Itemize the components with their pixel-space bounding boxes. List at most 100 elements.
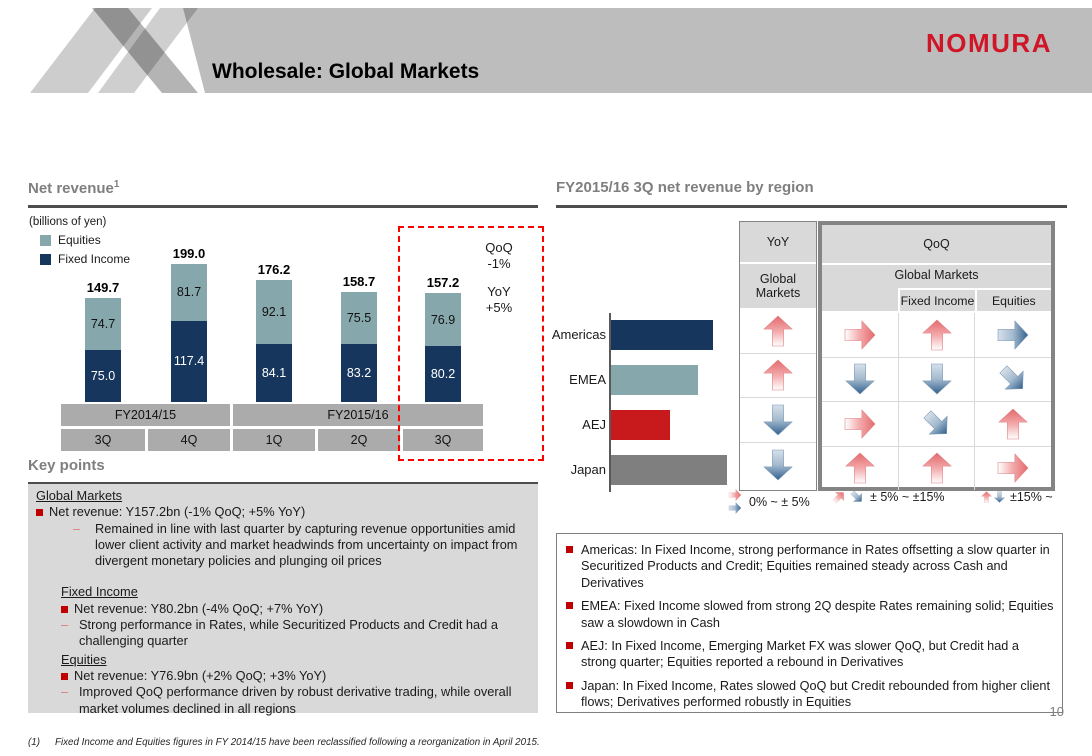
key-points-bullet-text: Net revenue: Y80.2bn (-4% QoQ; +7% YoY) <box>74 600 324 616</box>
arrow-legend-icons <box>726 489 744 514</box>
region-chart-axis <box>609 313 611 492</box>
arrow-legend-icons <box>981 489 1005 505</box>
qoq-table-body <box>822 311 1051 490</box>
fixed-income-segment: 84.1 <box>256 343 292 402</box>
red-right-arrow-icon <box>728 489 742 501</box>
key-points-group: Global Markets Net revenue: Y157.2bn (-1%… <box>28 488 528 569</box>
arrow-row-japan <box>822 445 1051 491</box>
blue-down-right-arrow-icon <box>999 365 1024 390</box>
fixed-income-segment: 117.4 <box>171 320 207 402</box>
arrow-legend-label: ± 5% ~ ±15% <box>870 490 945 504</box>
red-up-arrow-icon <box>763 315 793 347</box>
arrow-cell <box>974 446 1051 490</box>
arrow-cell <box>740 352 816 398</box>
arrow-legend-item: 0% ~ ± 5% <box>726 489 810 514</box>
key-points-sub-bullet: – Strong performance in Rates, while Secu… <box>61 617 528 650</box>
fiscal-year-label: FY2014/15 <box>61 404 230 426</box>
region-section-title: FY2015/16 3Q net revenue by region <box>556 179 814 196</box>
fixed-income-swatch <box>40 253 51 265</box>
arrow-cell <box>740 441 816 487</box>
bullet-square-icon <box>566 642 573 650</box>
key-points-title: Key points <box>28 457 105 474</box>
bullet-square-icon <box>61 605 68 613</box>
region-comment-text: EMEA: Fixed Income slowed from strong 2Q… <box>581 599 1054 630</box>
bar-total-label: 149.7 <box>86 280 120 296</box>
qoq-value: -1% <box>487 256 511 271</box>
arrow-cell <box>897 446 975 490</box>
red-up-arrow-icon <box>921 452 952 484</box>
dash-icon: – <box>73 520 81 536</box>
bullet-square-icon <box>36 509 43 517</box>
qoq-subheader-cell: Fixed Income <box>898 288 975 311</box>
quarter-label: 3Q <box>403 429 483 451</box>
red-up-arrow-icon <box>763 360 793 391</box>
region-bar <box>610 454 727 485</box>
key-points-sub-text: Improved QoQ performance driven by robus… <box>79 684 512 716</box>
red-right-arrow-icon-wrap <box>726 489 744 501</box>
footnote-text: Fixed Income and Equities figures in FY … <box>55 737 540 748</box>
bar-total-label: 158.7 <box>342 273 376 289</box>
bullet-square-icon <box>61 672 68 680</box>
legend-label: Equities <box>58 233 101 247</box>
header-decoration <box>28 8 210 93</box>
region-bar <box>610 319 713 350</box>
blue-right-arrow-icon <box>997 319 1029 350</box>
quarter-label: 3Q <box>61 429 145 451</box>
key-points-bullet-text: Net revenue: Y157.2bn (-1% QoQ; +5% YoY) <box>49 504 306 520</box>
red-up-arrow-icon <box>845 452 875 484</box>
blue-down-arrow-icon <box>845 363 875 395</box>
blue-down-right-arrow-icon-wrap <box>849 489 865 505</box>
blue-right-arrow-icon <box>728 502 742 514</box>
region-comment-item: Americas: In Fixed Income, strong perfor… <box>565 542 1054 591</box>
legend-label: Fixed Income <box>58 252 131 266</box>
arrow-cell <box>897 357 975 401</box>
key-points-sub-bullet: – Remained in line with last quarter by c… <box>73 521 528 570</box>
key-points-heading: Fixed Income <box>61 584 138 600</box>
qoq-column-group: QoQ Global Markets Fixed Income Equities <box>818 221 1055 491</box>
region-comment-item: EMEA: Fixed Income slowed from strong 2Q… <box>565 598 1054 631</box>
region-bar <box>610 364 698 395</box>
key-points-sub-text: Remained in line with last quarter by ca… <box>95 520 518 569</box>
unit-label: (billions of yen) <box>29 216 107 228</box>
quarter-label: 4Q <box>148 429 230 451</box>
arrow-cell <box>740 308 816 353</box>
equities-segment: 74.7 <box>85 298 121 350</box>
bullet-square-icon <box>566 602 573 610</box>
yoy-callout: YoY +5% <box>468 284 530 316</box>
key-points-bullet-text: Net revenue: Y76.9bn (+2% QoQ; +3% YoY) <box>74 667 327 683</box>
footnote-ref: 1 <box>113 179 120 190</box>
net-revenue-section-title: Net revenue1 <box>28 179 119 197</box>
red-up-arrow-icon <box>981 491 992 503</box>
header-band <box>183 8 1092 93</box>
equities-segment: 81.7 <box>171 263 207 321</box>
blue-right-arrow-icon-wrap <box>726 502 744 514</box>
arrow-cell <box>897 313 975 357</box>
arrow-cell <box>822 447 898 491</box>
legend-item-fixed-income: Fixed Income <box>40 252 130 266</box>
arrow-row-emea <box>822 356 1051 401</box>
region-comment-text: Americas: In Fixed Income, strong perfor… <box>581 543 1050 590</box>
red-right-arrow-icon <box>997 453 1029 484</box>
qoq-callout: QoQ -1% <box>468 240 530 272</box>
bar-total-label: 199.0 <box>172 245 206 261</box>
bar-total-label: 157.2 <box>426 275 460 291</box>
section-rule <box>556 205 1067 208</box>
qoq-subheader-cell: Equities <box>974 288 1051 311</box>
blue-down-arrow-icon <box>763 404 793 436</box>
key-points-bullet: Net revenue: Y157.2bn (-1% QoQ; +5% YoY) <box>36 504 528 520</box>
bullet-square-icon <box>566 681 573 689</box>
region-label: Americas <box>551 326 606 342</box>
region-label: Japan <box>570 461 606 477</box>
region-bar <box>610 409 670 440</box>
footnote-marker: (1) <box>28 737 40 748</box>
yoy-value: +5% <box>485 300 513 315</box>
qoq-group-header-label: Global Markets <box>894 268 979 282</box>
blue-down-arrow-icon <box>763 449 793 480</box>
fixed-income-segment: 83.2 <box>341 344 377 402</box>
key-points-group: Fixed Income Net revenue: Y80.2bn (-4% Qo… <box>28 584 528 649</box>
red-up-right-arrow-icon-wrap <box>831 489 847 505</box>
region-comment-item: Japan: In Fixed Income, Rates slowed QoQ… <box>565 678 1054 711</box>
arrow-cell <box>822 402 898 446</box>
region-label: AEJ <box>582 416 606 432</box>
